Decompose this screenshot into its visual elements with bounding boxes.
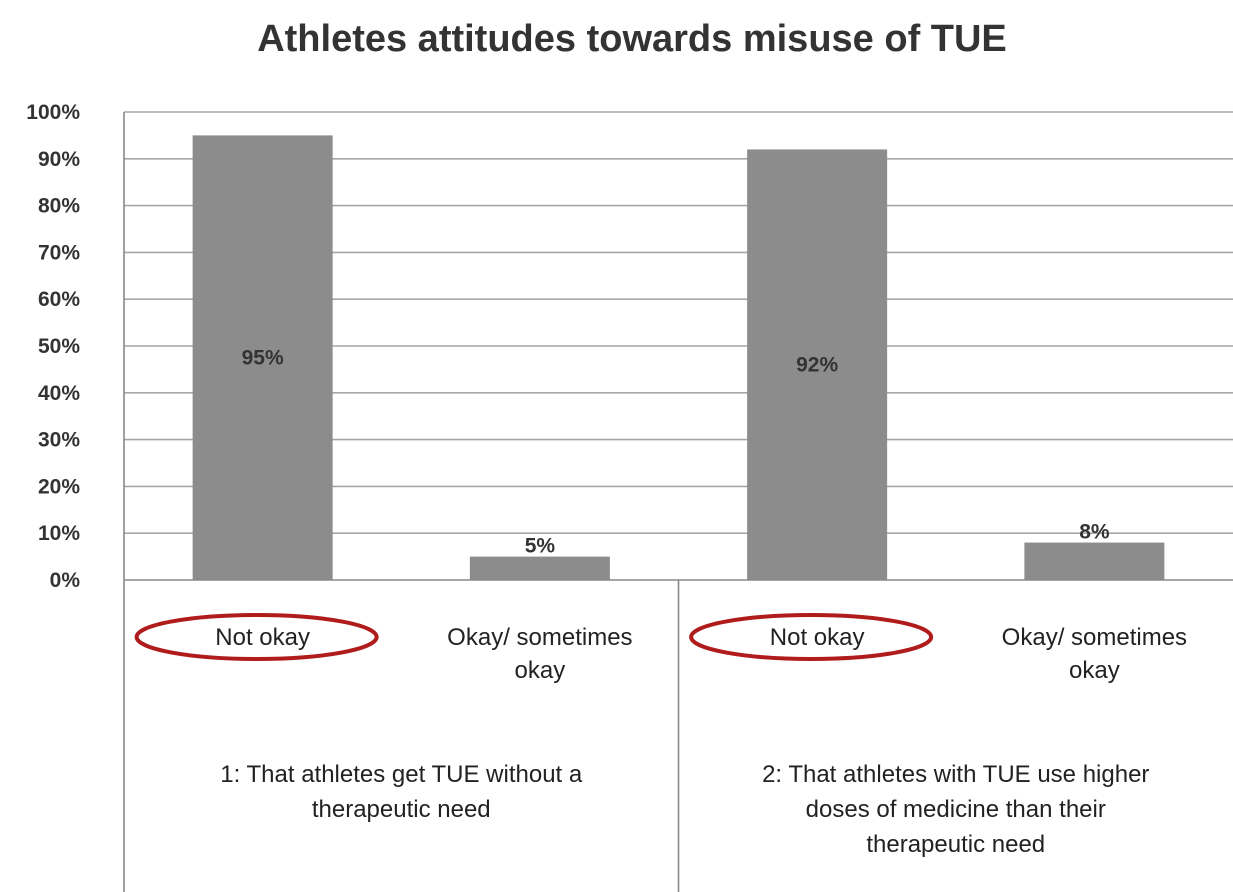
- y-tick-label: 20%: [38, 475, 80, 498]
- highlight-ellipse: [689, 613, 934, 661]
- category-label: Not okay: [770, 624, 865, 651]
- y-axis: 0% 10% 20% 30% 40% 50% 60% 70% 80% 90% 100%: [26, 101, 125, 892]
- category-axis: Not okay Okay/ sometimes okay 1: That athle…: [124, 579, 1233, 892]
- bar: [192, 135, 333, 580]
- y-tick-label: 10%: [38, 522, 80, 545]
- bar: [1024, 542, 1165, 580]
- bars: 95% 5% 92% 8%: [192, 135, 1165, 580]
- data-label: 92%: [796, 354, 838, 377]
- y-tick-label: 100%: [26, 101, 80, 124]
- y-tick-label: 50%: [38, 335, 80, 358]
- y-tick-label: 30%: [38, 429, 80, 452]
- data-label: 95%: [242, 347, 284, 370]
- category-label: Not okay: [215, 624, 310, 651]
- group-label: 1: That athletes get TUE without a therap…: [220, 761, 583, 823]
- category-label: Okay/ sometimes okay: [447, 624, 632, 684]
- y-tick-label: 0%: [50, 569, 81, 592]
- y-tick-label: 70%: [38, 241, 80, 264]
- y-tick-label: 80%: [38, 195, 80, 218]
- group-label: 2: That athletes with TUE use higher dose…: [762, 761, 1149, 858]
- data-label: 5%: [525, 535, 556, 558]
- data-label: 8%: [1079, 521, 1110, 544]
- bar: [469, 556, 610, 580]
- bar: [747, 149, 888, 580]
- y-tick-label: 90%: [38, 148, 80, 171]
- category-label: Okay/ sometimes okay: [1002, 624, 1187, 684]
- highlight-marks: [134, 613, 934, 661]
- y-tick-label: 40%: [38, 382, 80, 405]
- y-tick-label: 60%: [38, 288, 80, 311]
- chart-title: Athletes attitudes towards misuse of TUE: [257, 18, 1007, 60]
- highlight-ellipse: [134, 613, 379, 661]
